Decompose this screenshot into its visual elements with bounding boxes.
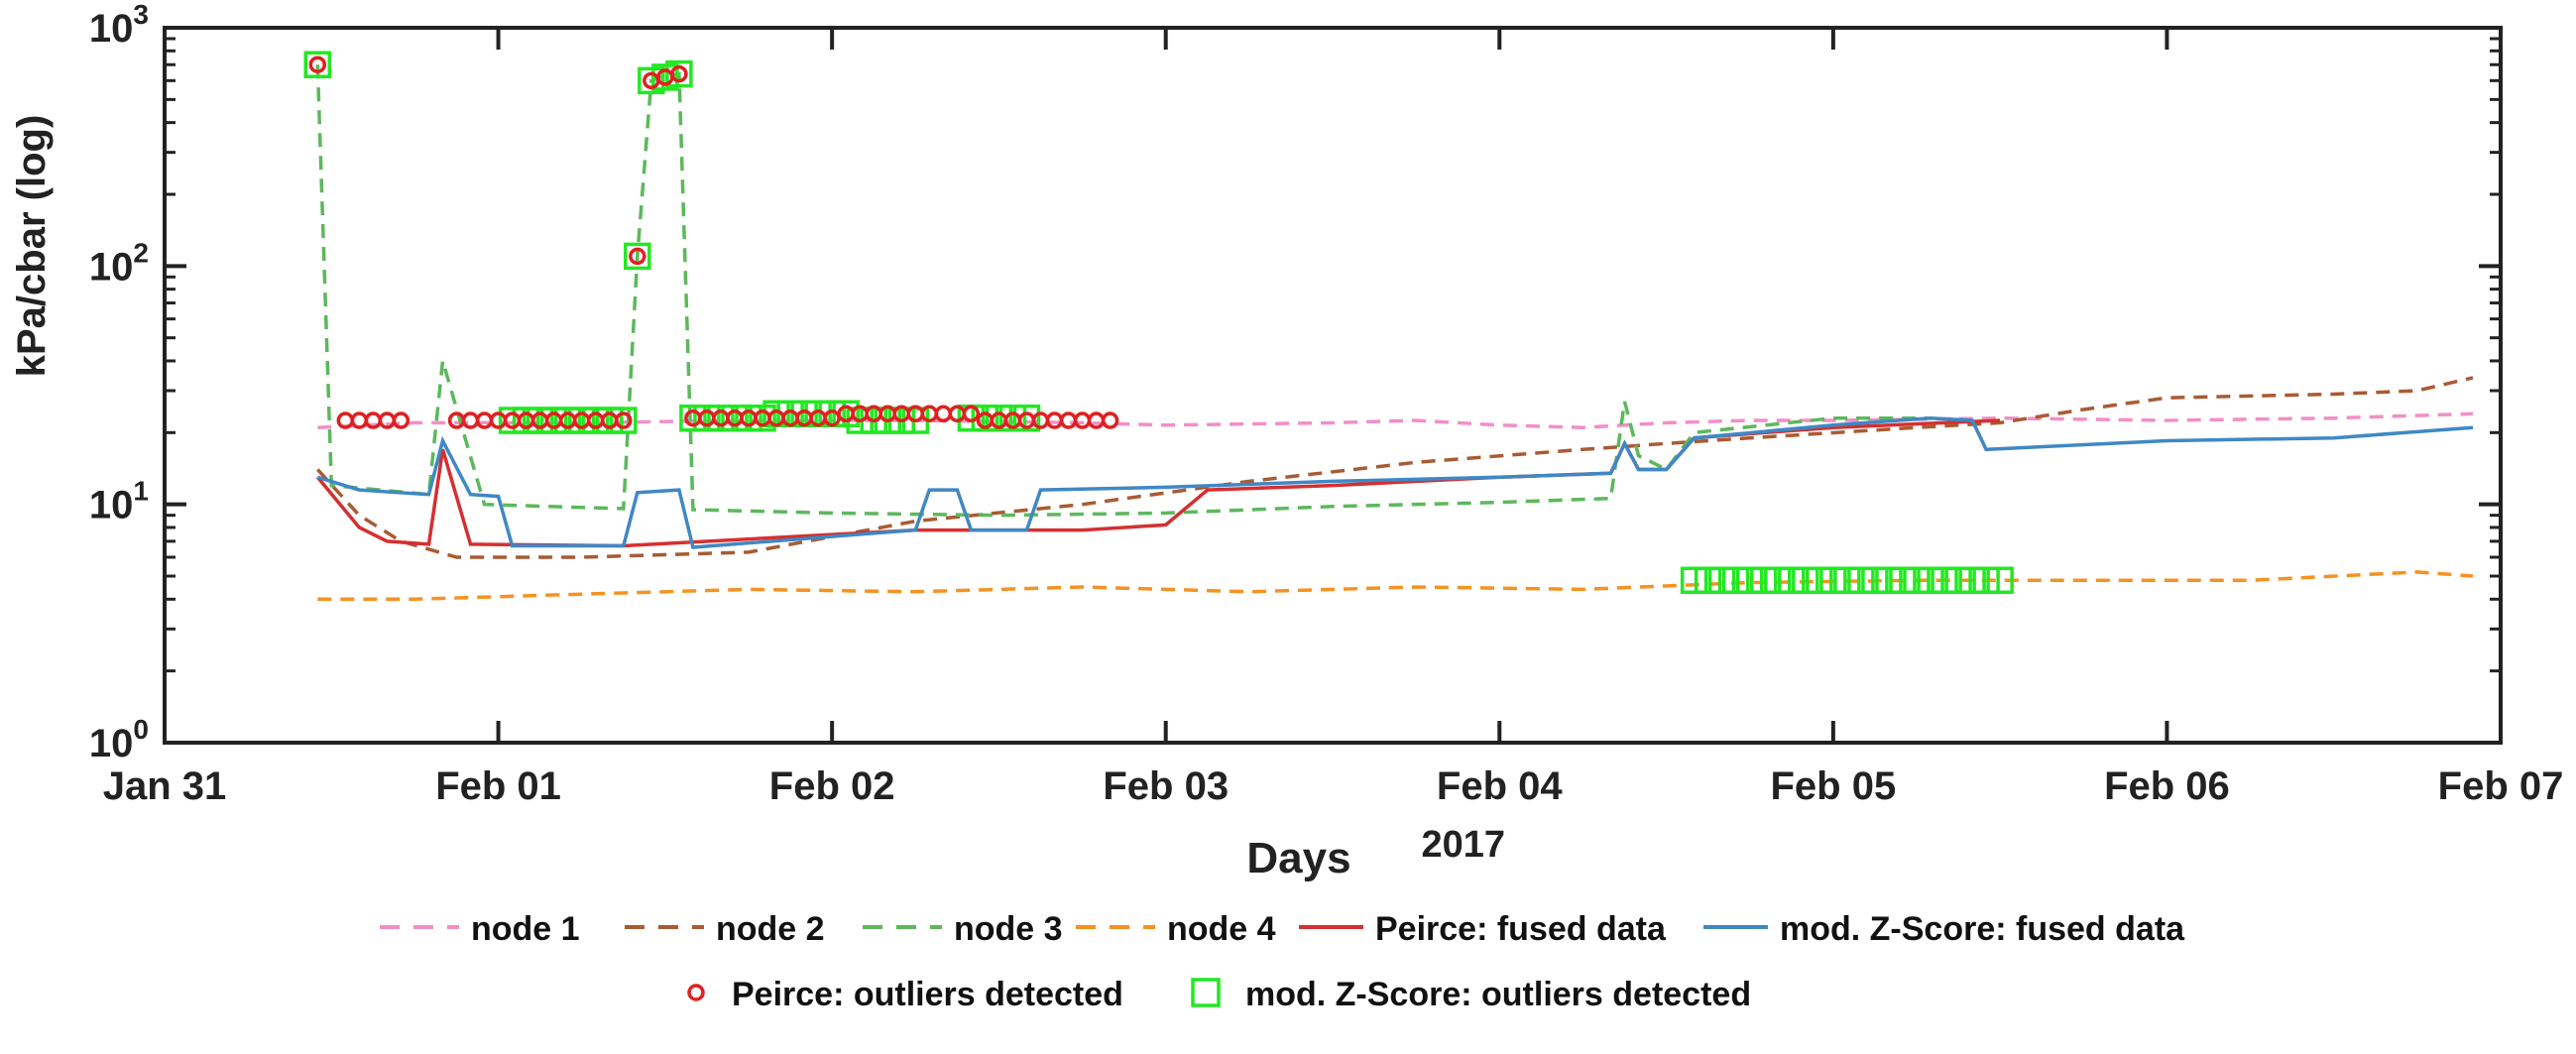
x-tick-label: Feb 06 — [2104, 764, 2230, 808]
y-tick-label: 103 — [89, 0, 149, 51]
zscore-outlier-marker — [832, 400, 860, 428]
zscore-outlier-marker — [1792, 566, 1819, 595]
zscore-outlier-marker — [679, 404, 707, 432]
zscore-outlier-marker — [665, 59, 693, 88]
peirce-outlier-marker — [1101, 411, 1119, 429]
zscore-outlier-marker — [1707, 566, 1736, 595]
zscore-outlier-marker — [539, 407, 568, 434]
zscore-outlier-marker — [498, 407, 527, 434]
x-tick-label: Feb 03 — [1103, 764, 1229, 808]
zscore-outlier-marker — [1958, 566, 1986, 595]
peirce-outlier-marker — [670, 64, 688, 83]
zscore-outlier-marker — [1764, 566, 1792, 595]
peirce-outlier-marker — [615, 411, 633, 429]
y-tick-label: 100 — [89, 714, 149, 765]
legend-label-zscore-outliers: mod. Z-Score: outliers detected — [1245, 976, 1751, 1013]
peirce-outlier-marker — [308, 56, 327, 73]
zscore-outlier-marker — [985, 404, 1013, 432]
x-year-label: 2017 — [1421, 824, 1505, 866]
zscore-outlier-marker — [721, 404, 749, 432]
legend-swatch-zscore-outliers — [1191, 978, 1221, 1007]
zscore-outlier-marker — [1694, 566, 1722, 595]
x-tick-label: Jan 31 — [103, 764, 227, 808]
plot-frame — [163, 26, 2503, 745]
zscore-outlier-marker — [1875, 566, 1903, 595]
zscore-outlier-marker — [1944, 566, 1972, 595]
zscore-outlier-marker — [1721, 566, 1750, 595]
zscore-outlier-marker — [1917, 566, 1944, 595]
zscore-outlier-marker — [1861, 566, 1889, 595]
zscore-outlier-marker — [1735, 566, 1764, 595]
zscore-outlier-marker — [1847, 566, 1875, 595]
zscore-outlier-marker — [1819, 566, 1847, 595]
series-line-6 — [316, 415, 2474, 549]
peirce-outlier-marker — [629, 247, 646, 266]
outlier-layer — [303, 51, 2014, 595]
tick-layer: 100 101 102 103 Jan 31 Feb 01 Feb 02 Feb 03 Feb … — [89, 0, 2563, 808]
zscore-outlier-marker — [693, 404, 721, 432]
zscore-outlier-marker — [1833, 566, 1861, 595]
zscore-outlier-marker — [303, 51, 332, 78]
zscore-outlier-marker — [1931, 566, 1958, 595]
legend-label-2: node 2 — [716, 910, 825, 948]
series-layer — [315, 64, 2474, 602]
zscore-outlier-marker — [567, 407, 596, 434]
zscore-outlier-marker — [749, 404, 776, 432]
zscore-outlier-marker — [638, 66, 665, 95]
peirce-outlier-marker — [392, 411, 410, 429]
zscore-outlier-marker — [610, 407, 638, 434]
zscore-outlier-marker — [596, 407, 624, 434]
zscore-outlier-marker — [1972, 566, 2000, 595]
x-tick-label: Feb 01 — [435, 764, 561, 808]
x-tick-label: Feb 05 — [1770, 764, 1896, 808]
zscore-outlier-marker — [553, 407, 582, 434]
zscore-outlier-marker — [1889, 566, 1917, 595]
series-line-1 — [317, 411, 2474, 429]
x-tick-label: Feb 07 — [2438, 764, 2564, 808]
x-axis-label: Days — [1246, 834, 1350, 882]
zscore-outlier-marker — [1903, 566, 1931, 595]
y-axis-label: kPa/cbar (log) — [10, 115, 54, 378]
zscore-outlier-marker — [526, 407, 554, 434]
zscore-outlier-marker — [998, 404, 1027, 432]
zscore-outlier-marker — [1778, 566, 1806, 595]
zscore-outlier-marker — [1806, 566, 1833, 595]
zscore-outlier-marker — [971, 404, 999, 432]
zscore-outlier-marker — [624, 242, 651, 271]
legend-label-6: mod. Z-Score: fused data — [1780, 910, 2185, 948]
legend-swatch-peirce-outliers — [687, 984, 705, 1001]
zscore-outlier-marker — [1749, 566, 1778, 595]
zscore-outlier-marker — [651, 63, 679, 91]
series-line-4 — [317, 570, 2474, 602]
zscore-outlier-marker — [512, 407, 540, 434]
legend: node 1 node 2 node 3 node 4 Peirce: fused da… — [380, 910, 2185, 1013]
y-tick-label: 102 — [89, 237, 149, 289]
zscore-outlier-marker — [1986, 566, 2014, 595]
legend-label-peirce-outliers: Peirce: outliers detected — [732, 976, 1123, 1013]
legend-label-4: node 4 — [1167, 910, 1276, 948]
series-line-2 — [316, 376, 2474, 559]
legend-label-5: Peirce: fused data — [1375, 910, 1667, 948]
zscore-outlier-marker — [1012, 404, 1041, 432]
x-tick-label: Feb 04 — [1437, 764, 1563, 808]
y-tick-label: 101 — [89, 476, 149, 527]
peirce-outlier-marker — [962, 405, 981, 423]
x-tick-label: Feb 02 — [769, 764, 895, 808]
zscore-outlier-marker — [1680, 566, 1708, 595]
zscore-outlier-marker — [735, 404, 762, 432]
legend-label-3: node 3 — [954, 910, 1063, 948]
zscore-outlier-marker — [707, 404, 735, 432]
legend-label-1: node 1 — [471, 910, 580, 948]
zscore-outlier-marker — [581, 407, 610, 434]
series-line-3 — [315, 64, 1931, 518]
